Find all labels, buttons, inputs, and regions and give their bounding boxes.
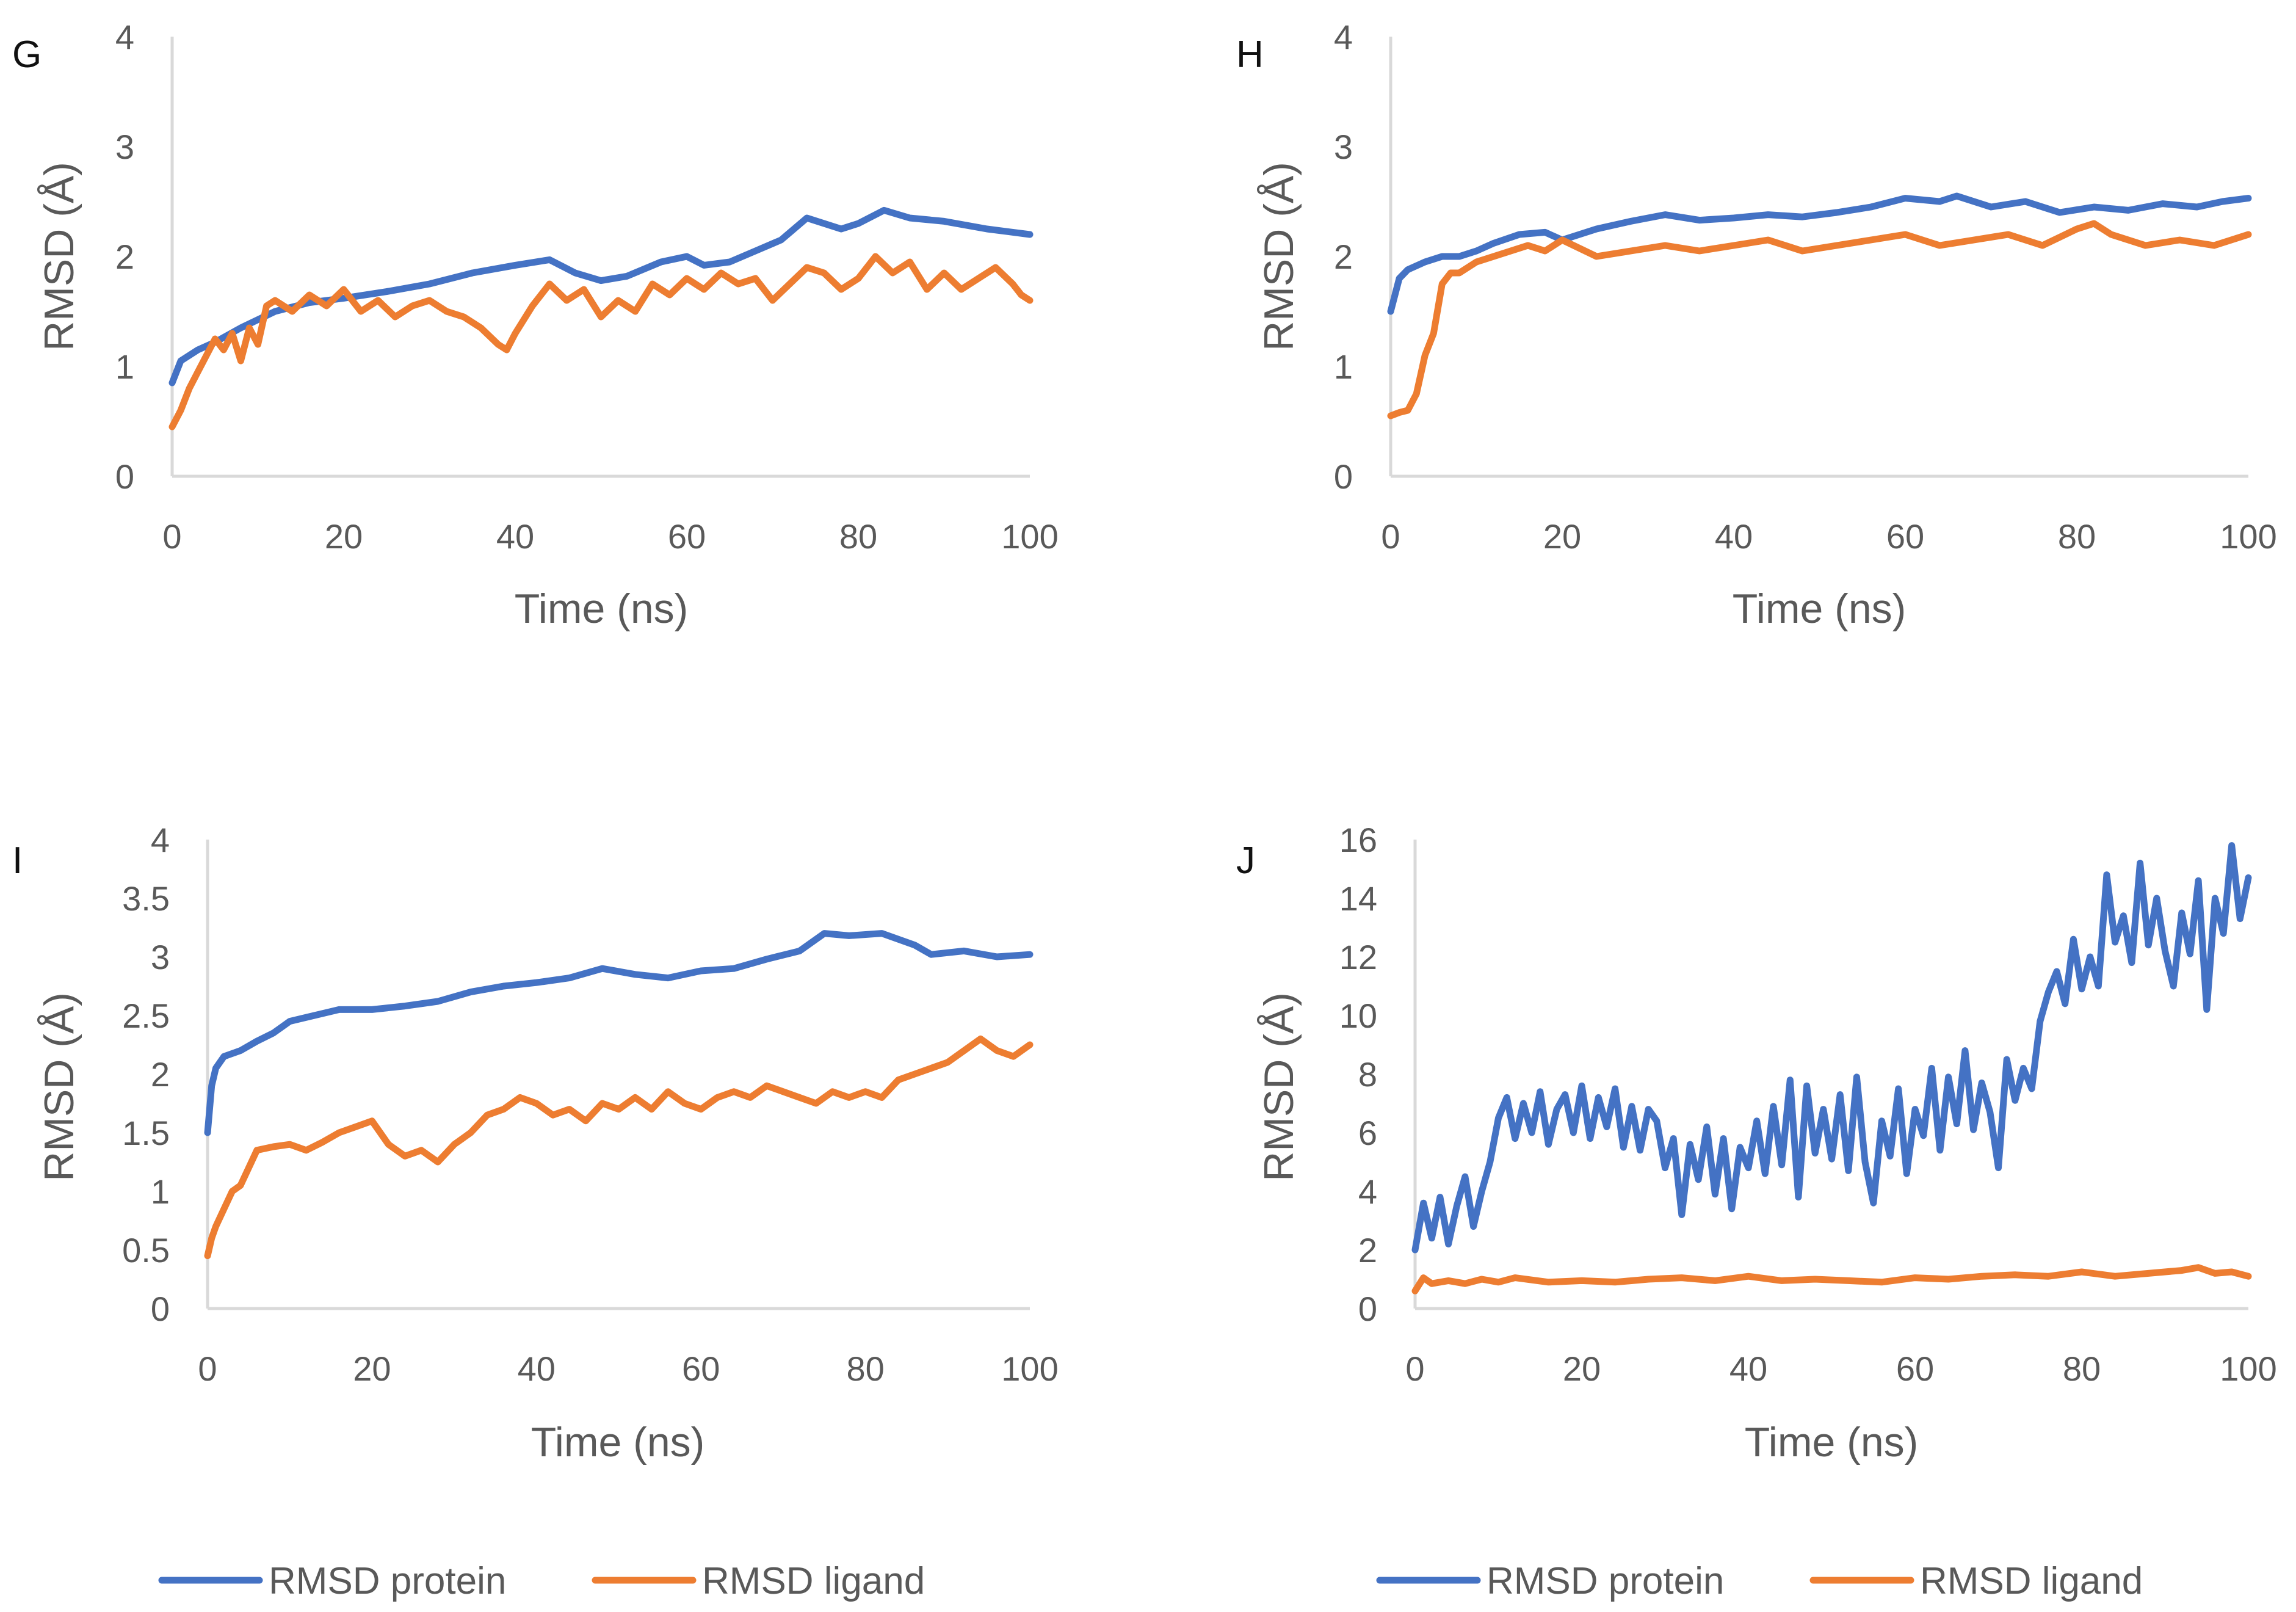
panel-j-y-tick-label: 10: [1339, 997, 1377, 1035]
panel-g-x-tick-label: 0: [162, 517, 181, 556]
panel-i-y-tick-label: 0: [151, 1290, 170, 1328]
panel-g-x-tick-label: 20: [325, 517, 363, 556]
panel-i-x-tick-label: 0: [198, 1349, 217, 1388]
panel-j-y-axis-title: RMSD (Å): [1256, 992, 1302, 1182]
panel-i-x-axis-title: Time (ns): [531, 1419, 705, 1465]
panel-h-y-tick-label: 2: [1334, 238, 1353, 276]
panel-g-x-axis-title: Time (ns): [515, 586, 689, 632]
panel-j: J RMSD (Å) Time (ns) 0 2 4 6 8 10 12 14 16 0 20 40 6…: [1236, 821, 2277, 1465]
panel-j-y-tick-label: 14: [1339, 879, 1377, 918]
panel-i-x-tick-label: 20: [353, 1349, 391, 1388]
panel-j-x-axis-title: Time (ns): [1745, 1419, 1919, 1465]
panel-j-y-tick-label: 8: [1358, 1055, 1377, 1094]
panel-i-y-tick-label: 3.5: [122, 879, 170, 918]
panel-h-x-tick-label: 60: [1886, 517, 1924, 556]
panel-g-x-tick-label: 80: [839, 517, 877, 556]
panel-i-y-tick-label: 4: [151, 821, 170, 859]
panel-g-y-tick-label: 3: [115, 128, 134, 166]
panel-h-y-tick-label: 0: [1334, 457, 1353, 496]
panel-h-x-tick-label: 40: [1715, 517, 1753, 556]
panel-j-series-rmsd-ligand: [1411, 1264, 2252, 1294]
panel-g-series-rmsd-protein: [168, 206, 1034, 387]
panel-g-y-tick-label: 2: [115, 238, 134, 276]
legend-right-ligand-label: RMSD ligand: [1920, 1560, 2143, 1602]
panel-g-y-tick-label: 1: [115, 347, 134, 386]
panel-g-y-axis-title: RMSD (Å): [36, 162, 82, 351]
panel-g-series-rmsd-ligand: [168, 253, 1034, 430]
panel-g-x-tick-label: 40: [496, 517, 534, 556]
legend-left-protein-label: RMSD protein: [269, 1560, 506, 1602]
legend-right-protein-label: RMSD protein: [1487, 1560, 1724, 1602]
panel-i-series-rmsd-protein: [204, 930, 1034, 1136]
panel-h-y-tick-label: 3: [1334, 128, 1353, 166]
panel-i-y-tick-label: 0.5: [122, 1231, 170, 1269]
panel-label-g: G: [12, 34, 42, 76]
panel-i-x-tick-label: 100: [1001, 1349, 1058, 1388]
panel-i-y-tick-label: 3: [151, 938, 170, 976]
panel-h-series-rmsd-ligand: [1387, 220, 2252, 419]
panel-h-y-tick-label: 4: [1334, 18, 1353, 56]
panel-i-y-tick-label: 1: [151, 1172, 170, 1211]
panel-h-x-tick-label: 20: [1543, 517, 1581, 556]
panel-label-j: J: [1236, 840, 1255, 882]
panel-j-series-rmsd-protein: [1411, 842, 2252, 1254]
panel-label-i: I: [12, 840, 23, 882]
panel-i-x-tick-label: 80: [846, 1349, 884, 1388]
panel-i: I RMSD (Å) Time (ns) 00.511.522.533.540 2…: [12, 821, 1059, 1465]
panel-i-x-tick-label: 60: [682, 1349, 720, 1388]
panel-j-x-tick-label: 0: [1405, 1349, 1424, 1388]
panel-i-y-tick-label: 2: [151, 1055, 170, 1094]
panel-h-x-tick-label: 0: [1381, 517, 1400, 556]
panel-g-x-tick-label: 100: [1001, 517, 1058, 556]
panel-h-y-tick-label: 1: [1334, 347, 1353, 386]
panel-j-x-tick-label: 80: [2063, 1349, 2101, 1388]
panel-label-h: H: [1236, 34, 1264, 76]
panel-j-y-tick-label: 12: [1339, 938, 1377, 976]
panel-g-x-tick-label: 60: [668, 517, 706, 556]
panel-j-y-tick-label: 0: [1358, 1290, 1377, 1328]
panel-g-y-tick-label: 4: [115, 18, 134, 56]
panel-j-x-tick-label: 20: [1563, 1349, 1601, 1388]
panel-j-y-tick-label: 6: [1358, 1114, 1377, 1152]
panel-j-x-tick-label: 40: [1729, 1349, 1767, 1388]
panel-j-y-tick-label: 16: [1339, 821, 1377, 859]
panel-i-y-axis-title: RMSD (Å): [36, 992, 82, 1182]
panel-j-x-tick-label: 100: [2220, 1349, 2276, 1388]
panel-i-series-rmsd-ligand: [204, 1035, 1034, 1260]
legend-right: RMSD protein RMSD ligand: [1376, 1560, 2143, 1602]
panel-j-x-tick-label: 60: [1896, 1349, 1934, 1388]
legend-left-ligand-label: RMSD ligand: [702, 1560, 925, 1602]
panel-j-y-tick-label: 4: [1358, 1172, 1377, 1211]
panel-i-x-tick-label: 40: [518, 1349, 556, 1388]
panel-h-x-tick-label: 100: [2220, 517, 2276, 556]
panel-i-y-tick-label: 2.5: [122, 997, 170, 1035]
panel-i-y-tick-label: 1.5: [122, 1114, 170, 1152]
panel-h-y-axis-title: RMSD (Å): [1256, 162, 1302, 351]
panel-j-y-tick-label: 2: [1358, 1231, 1377, 1269]
panel-h-series-rmsd-protein: [1387, 192, 2252, 315]
panel-h-x-axis-title: Time (ns): [1733, 586, 1907, 632]
legend-left: RMSD protein RMSD ligand: [158, 1560, 925, 1602]
panel-h-x-tick-label: 80: [2058, 517, 2096, 556]
panel-g-y-tick-label: 0: [115, 457, 134, 496]
